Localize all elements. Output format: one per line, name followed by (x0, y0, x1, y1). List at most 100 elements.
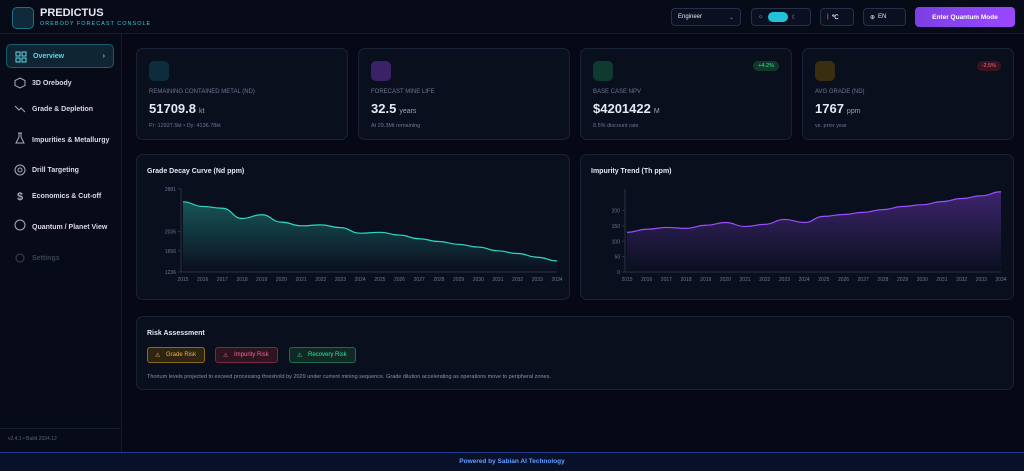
sun-icon: ☼ (758, 14, 764, 20)
area (183, 201, 557, 272)
nav-item[interactable]: Overview › (6, 44, 114, 68)
divider (0, 428, 122, 429)
kpi-sub: 8.5% discount rate (593, 123, 639, 129)
role: Engineer (678, 14, 703, 20)
x-tick-label: 2021 (296, 277, 307, 283)
nav-label: 3D Orebody (32, 79, 72, 87)
x-tick-label: 2016 (197, 277, 208, 283)
nav-item[interactable]: Drill Targeting (6, 158, 114, 182)
footer: Powered by Sabian AI Technology (0, 452, 1024, 471)
x-tick-label: 2025 (374, 277, 385, 283)
chevron: › (102, 52, 105, 60)
nav-label: Overview (33, 52, 65, 60)
nav-item[interactable]: Quantum / Planet View (6, 213, 114, 243)
kpi-label: BASE CASE NPV (593, 89, 642, 95)
warn-icon: ⚠ (155, 352, 161, 359)
kpi-value: 51709.8 (149, 101, 196, 116)
globe-icon: ⊕ (870, 14, 876, 21)
kpi-value-row: $4201422 M (593, 101, 660, 116)
x-tick-label: 2029 (897, 277, 908, 283)
brand-subtitle: OREBODY FORECAST CONSOLE (40, 21, 152, 27)
kpi-badge: -2.5% (976, 61, 1001, 71)
x-tick-label: 2025 (818, 277, 829, 283)
version: v2.4.1 • Build 2024.12 (8, 436, 57, 442)
x-tick-label: 2020 (720, 277, 731, 283)
kpi-value: $4201422 (593, 101, 651, 116)
x-tick-label: 2027 (414, 277, 425, 283)
x-tick-label: 2024 (355, 277, 366, 283)
risk-badge-label: Impurity Risk (234, 352, 269, 358)
caret: ⌄ (728, 14, 734, 21)
kpi-icon (593, 61, 613, 81)
quantum-button[interactable]: Enter Quantum Mode (915, 7, 1015, 27)
icon (14, 164, 26, 176)
icon (14, 219, 26, 231)
x-tick-label: 2028 (877, 277, 888, 283)
chart-title: Impurity Trend (Th ppm) (591, 168, 672, 175)
y-tick-label: 1236 (165, 270, 176, 276)
risk-text: Thorium levels projected to exceed proce… (147, 374, 551, 380)
kpi-badge: +4.2% (753, 61, 779, 71)
quantum-label: Enter Quantum Mode (932, 13, 998, 21)
nav-label: Impurities & Metallurgy (32, 137, 110, 145)
kpi-unit: M (653, 108, 660, 115)
x-tick-label: 2018 (236, 277, 247, 283)
y-tick-label: 200 (612, 209, 621, 215)
x-tick-label: 2023 (779, 277, 790, 283)
y-tick-label: 0 (617, 270, 620, 276)
role-select[interactable]: Engineer ⌄ (671, 8, 741, 26)
svg-text:$: $ (17, 191, 23, 202)
x-tick-label: 2023 (335, 277, 346, 283)
kpi-icon (371, 61, 391, 81)
warn-icon: ⚠ (223, 352, 229, 359)
icon: $ (17, 191, 23, 202)
nav-item[interactable]: Impurities & Metallurgy (6, 126, 114, 156)
x-tick-label: 2016 (641, 277, 652, 283)
x-tick-label: 2020 (276, 277, 287, 283)
kpi-sub: At 29.3Mt remaining (371, 123, 421, 129)
nav-item[interactable]: $ Economics & Cut-off (6, 184, 114, 208)
y-tick-label: 2036 (165, 230, 176, 236)
nav-item: Settings (6, 246, 114, 270)
warn-icon: ⚠ (297, 352, 303, 359)
unit-button[interactable]: | ℃ (820, 8, 854, 26)
risk-badge: ⚠ Recovery Risk (289, 347, 356, 363)
nav-label: Quantum / Planet View (32, 224, 108, 232)
x-tick-label: 2027 (858, 277, 869, 283)
x-tick-label: 2026 (394, 277, 405, 283)
x-tick-label: 2029 (453, 277, 464, 283)
x-tick-label: 2026 (838, 277, 849, 283)
logo (12, 7, 34, 29)
icon (14, 77, 26, 89)
x-tick-label: 2030 (473, 277, 484, 283)
kpi-card: +4.2% BASE CASE NPV $4201422 M 8.5% disco… (580, 48, 792, 140)
nav-item[interactable]: Grade & Depletion (6, 97, 114, 121)
chart-card: Grade Decay Curve (Nd ppm) 1236 1656 2036 2… (136, 154, 570, 300)
kpi-label: AVG GRADE (ND) (815, 89, 865, 95)
kpi-value: 32.5 (371, 101, 397, 116)
thermo-icon: | (827, 14, 829, 20)
x-tick-label: 2015 (177, 277, 188, 283)
moon-icon: ☾ (791, 14, 797, 21)
y-tick-label: 2881 (165, 187, 176, 193)
nav-item[interactable]: 3D Orebody (6, 71, 114, 95)
x-tick-label: 2022 (315, 277, 326, 283)
kpi-card: REMAINING CONTAINED METAL (ND) 51709.8 kt… (136, 48, 348, 140)
kpi-icon (815, 61, 835, 81)
x-tick-label: 2034 (995, 277, 1006, 283)
risk-badge-label: Recovery Risk (308, 352, 347, 358)
language-button[interactable]: ⊕ EN (863, 8, 906, 26)
y-tick-label: 50 (614, 255, 620, 261)
icon (14, 105, 26, 113)
x-tick-label: 2019 (256, 277, 267, 283)
theme-toggle[interactable]: ☼ ☾ (751, 8, 811, 26)
kpi-unit: ppm (846, 108, 861, 115)
x-tick-label: 2024 (799, 277, 810, 283)
nav-label: Drill Targeting (32, 166, 79, 174)
x-tick-label: 2032 (956, 277, 967, 283)
kpi-card: -2.5% AVG GRADE (ND) 1767 ppm vs. prior y… (802, 48, 1014, 140)
chart-title: Grade Decay Curve (Nd ppm) (147, 168, 245, 175)
kpi-unit: kt (199, 108, 205, 115)
line (626, 191, 1002, 233)
switch (767, 12, 788, 22)
